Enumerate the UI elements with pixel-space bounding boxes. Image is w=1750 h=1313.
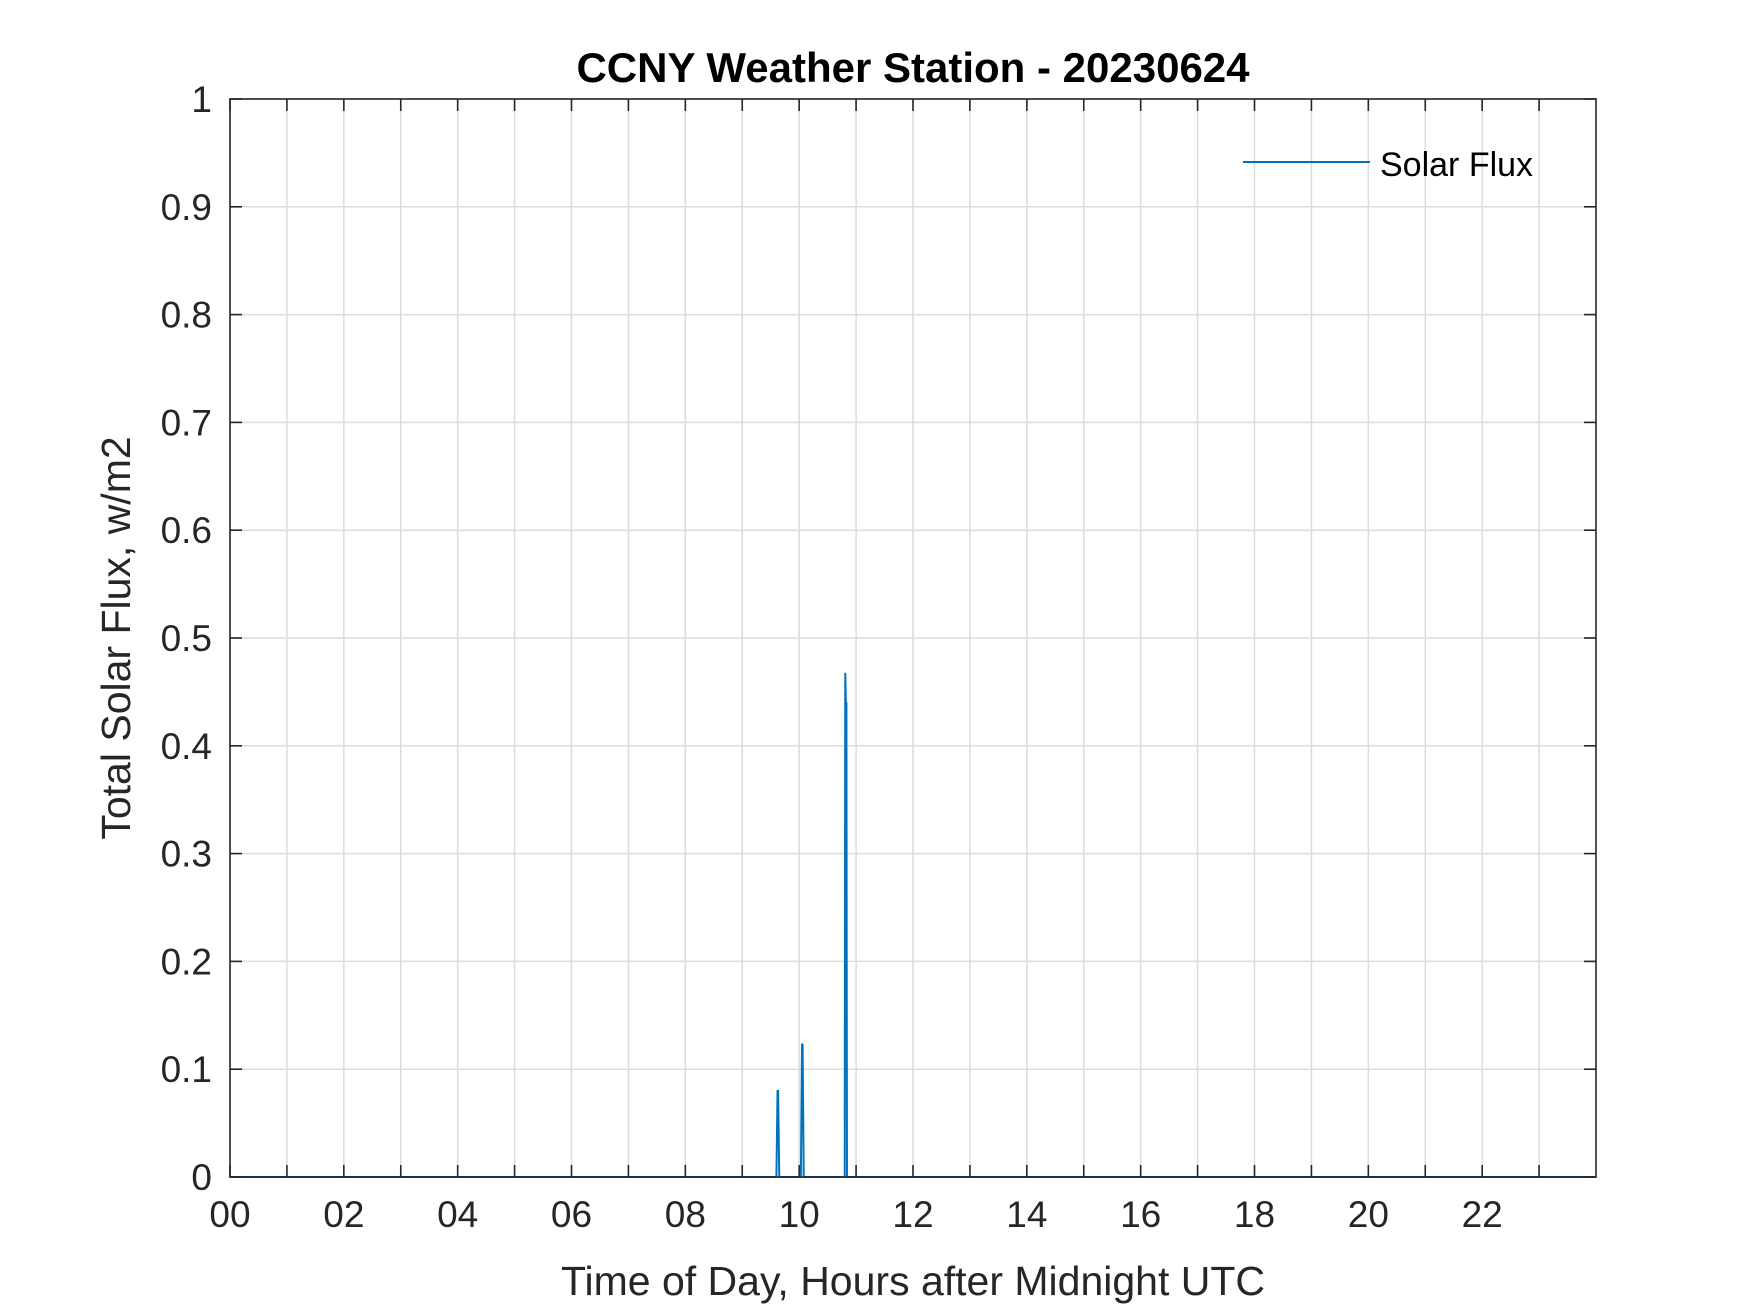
- chart-title: CCNY Weather Station - 20230624: [576, 44, 1250, 91]
- x-tick-label: 16: [1120, 1194, 1161, 1235]
- y-axis-label: Total Solar Flux, w/m2: [93, 436, 139, 839]
- x-tick-label: 18: [1234, 1194, 1275, 1235]
- series-layer: [230, 672, 1596, 1178]
- y-tick-label: 0.4: [161, 726, 212, 767]
- x-tick-label: 00: [209, 1194, 250, 1235]
- legend: Solar Flux: [1243, 146, 1533, 184]
- y-tick-label: 1: [191, 79, 212, 120]
- y-tick-label: 0.7: [161, 402, 212, 443]
- y-tick-label: 0.2: [161, 941, 212, 982]
- y-tick-label: 0.5: [161, 618, 212, 659]
- y-axis-tick-labels: 0 0.1 0.2 0.3 0.4 0.5 0.6 0.7 0.8 0.9 1: [161, 79, 212, 1198]
- legend-label-solar-flux: Solar Flux: [1380, 146, 1533, 184]
- x-axis-label: Time of Day, Hours after Midnight UTC: [561, 1258, 1265, 1304]
- x-tick-label: 14: [1006, 1194, 1047, 1235]
- y-tick-label: 0.6: [161, 510, 212, 551]
- x-tick-label: 06: [551, 1194, 592, 1235]
- x-axis-tick-labels: 00 02 04 06 08 10 12 14 16 18 20 22: [209, 1194, 1502, 1235]
- y-tick-label: 0.8: [161, 295, 212, 336]
- x-tick-label: 22: [1462, 1194, 1503, 1235]
- x-tick-label: 10: [779, 1194, 820, 1235]
- axis-ticks: [229, 98, 1596, 1178]
- y-tick-label: 0.1: [161, 1049, 212, 1090]
- x-tick-label: 12: [892, 1194, 933, 1235]
- x-tick-label: 04: [437, 1194, 478, 1235]
- x-tick-label: 08: [665, 1194, 706, 1235]
- x-tick-label: 20: [1348, 1194, 1389, 1235]
- y-tick-label: 0.9: [161, 187, 212, 228]
- y-tick-label: 0: [191, 1157, 212, 1198]
- series-line-solar-flux: [230, 672, 1596, 1178]
- y-tick-label: 0.3: [161, 834, 212, 875]
- x-tick-label: 02: [323, 1194, 364, 1235]
